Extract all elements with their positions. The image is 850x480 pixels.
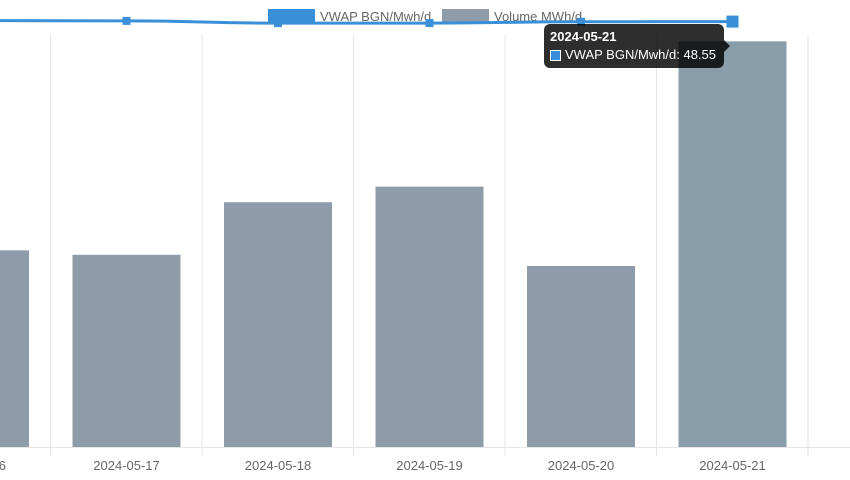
tooltip-label: VWAP BGN/Mwh/d: 48.55	[565, 47, 717, 62]
vwap-point[interactable]	[425, 19, 434, 28]
x-tick-label: 2024-05-17	[93, 458, 160, 473]
legend-label[interactable]: Volume MWh/d	[494, 9, 582, 24]
vwap-line	[0, 15, 739, 28]
tooltip-swatch	[550, 49, 561, 61]
grid	[0, 35, 850, 456]
volume-bar[interactable]	[678, 41, 787, 447]
tooltip-caret	[724, 40, 730, 52]
volume-bars	[0, 41, 787, 447]
volume-bar[interactable]	[527, 265, 635, 447]
vwap-point[interactable]	[726, 15, 739, 28]
tooltip: 2024-05-21 VWAP BGN/Mwh/d: 48.55	[544, 24, 724, 68]
x-tick-label: 6	[0, 458, 6, 473]
legend-swatch[interactable]	[442, 9, 489, 24]
volume-bar[interactable]	[224, 202, 332, 447]
vwap-point[interactable]	[122, 16, 131, 25]
volume-bar[interactable]	[0, 250, 29, 447]
x-tick-label: 2024-05-20	[548, 458, 615, 473]
vwap-line-path	[0, 19, 733, 25]
x-tick-label: 2024-05-19	[396, 458, 463, 473]
tooltip-row: VWAP BGN/Mwh/d: 48.55	[550, 46, 718, 64]
legend-label[interactable]: VWAP BGN/Mwh/d	[320, 9, 431, 24]
volume-bar[interactable]	[72, 254, 181, 447]
x-tick-label: 2024-05-18	[245, 458, 312, 473]
x-tick-label: 2024-05-21	[699, 458, 766, 473]
vwap-point[interactable]	[274, 19, 282, 28]
volume-bar[interactable]	[375, 186, 484, 447]
x-axis-ticks: 6 2024-05-17 2024-05-18 2024-05-19 2024-05-2…	[0, 458, 766, 473]
tooltip-title: 2024-05-21	[550, 29, 617, 44]
vwap-point[interactable]	[577, 17, 585, 26]
